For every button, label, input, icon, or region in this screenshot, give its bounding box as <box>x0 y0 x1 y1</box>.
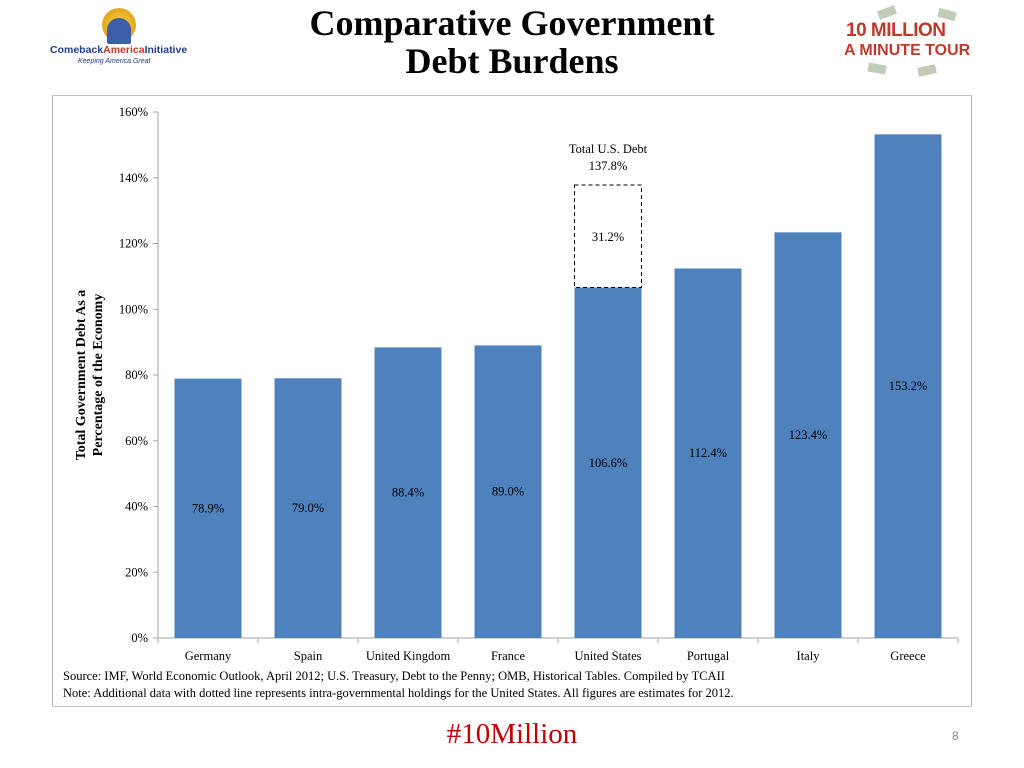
intragovernmental-dashed-box <box>574 184 642 289</box>
data-note: Note: Additional data with dotted line r… <box>63 686 734 700</box>
logo-tagline: Keeping America Great <box>78 58 151 65</box>
bar-value-label: 89.0% <box>492 485 524 499</box>
x-category-label: Italy <box>797 649 821 663</box>
comeback-america-logo: ComebackAmericaInitiative Keeping Americ… <box>50 8 187 70</box>
brand-part-c: Initiative <box>144 44 188 56</box>
y-axis-title-line-1: Total Government Debt As a <box>74 290 89 461</box>
ten-million-tour-logo: 10 MILLION A MINUTE TOUR <box>838 5 978 78</box>
bar <box>174 378 242 638</box>
title-line-1: Comparative Government <box>309 3 715 43</box>
bar-value-label: 106.6% <box>589 456 628 470</box>
y-tick-label: 80% <box>125 368 148 382</box>
bar <box>474 345 542 638</box>
bar <box>574 287 642 638</box>
bar <box>274 378 342 638</box>
chart-frame: 0% 20% 40% 60% 80% 100% 120% 140% 160% Total Gove… <box>52 95 972 707</box>
y-axis-title: Total Government Debt As a Percentage of … <box>74 290 106 461</box>
logo-tour-line-1: 10 MILLION <box>846 20 946 41</box>
bar-value-label: 88.4% <box>392 486 424 500</box>
logo-tour-line-2: A MINUTE TOUR <box>844 42 971 59</box>
x-category-label: United States <box>574 649 641 663</box>
page-number: 8 <box>952 729 959 743</box>
bar-chart: 0% 20% 40% 60% 80% 100% 120% 140% 160% Total Gove… <box>74 105 959 663</box>
brand-part-a: Comeback <box>50 44 104 56</box>
x-category-label: France <box>491 649 525 663</box>
x-category-label: Greece <box>890 649 926 663</box>
bar-value-label: 78.9% <box>192 501 224 515</box>
y-tick-label: 40% <box>125 500 148 514</box>
y-tick-label: 140% <box>119 171 148 185</box>
bar-value-label: 112.4% <box>689 446 727 460</box>
x-category-label: Portugal <box>687 649 730 663</box>
bar <box>874 134 942 639</box>
y-tick-label: 160% <box>119 105 148 119</box>
money-bill-icon <box>867 62 887 75</box>
total-us-debt-annotation: Total U.S. Debt <box>569 142 648 156</box>
source-note: Source: IMF, World Economic Outlook, Apr… <box>63 669 725 683</box>
y-axis-title-line-2: Percentage of the Economy <box>91 294 106 457</box>
x-category-label: United Kingdom <box>366 649 451 663</box>
bar <box>774 232 842 638</box>
y-tick-label: 20% <box>125 565 148 579</box>
money-bill-icon <box>917 64 937 77</box>
money-bill-icon <box>877 5 897 20</box>
intragovernmental-value-label: 31.2% <box>592 230 624 244</box>
title-line-2: Debt Burdens <box>405 41 619 81</box>
capitol-dome-icon <box>107 18 131 44</box>
bar <box>674 268 742 638</box>
brand-part-b: America <box>103 44 145 56</box>
slide-title: Comparative Government Debt Burdens <box>250 4 774 80</box>
y-tick-label: 60% <box>125 434 148 448</box>
y-tick-label: 120% <box>119 237 148 251</box>
hashtag: #10Million <box>446 718 578 750</box>
y-tick-label: 100% <box>119 302 148 316</box>
bar-value-label: 79.0% <box>292 501 324 515</box>
bar <box>374 347 442 638</box>
total-us-debt-value: 137.8% <box>589 159 628 173</box>
x-category-label: Spain <box>294 649 323 663</box>
y-tick-label: 0% <box>131 631 148 645</box>
logo-brand-text: ComebackAmericaInitiative <box>50 44 187 56</box>
bar-value-label: 153.2% <box>889 379 928 393</box>
x-category-label: Germany <box>185 649 232 663</box>
bar-value-label: 123.4% <box>789 428 828 442</box>
